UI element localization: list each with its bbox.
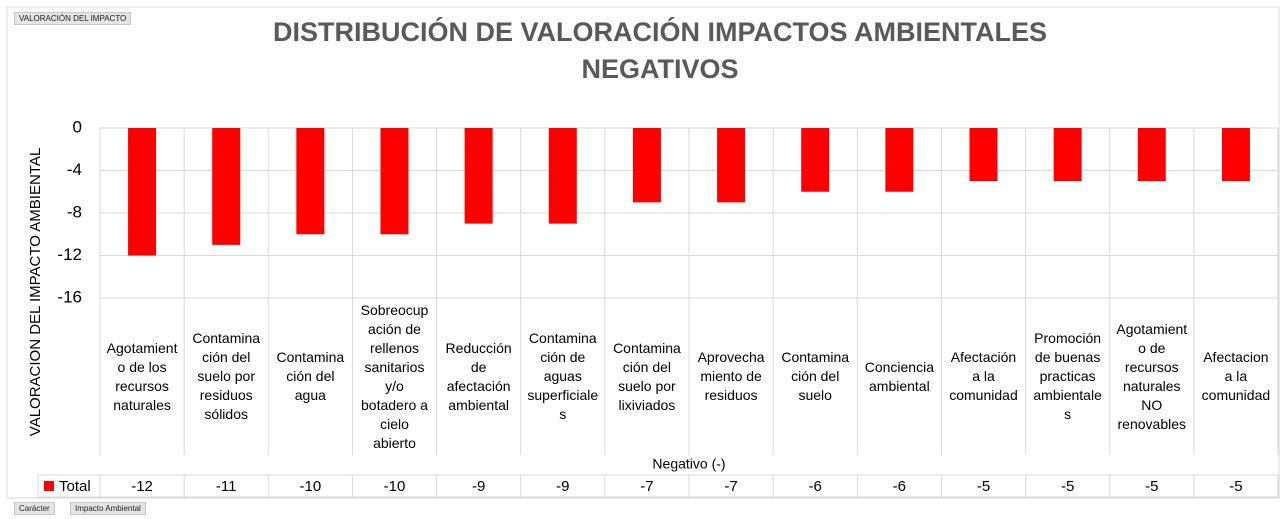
x-tick-label: Contaminación del suelo [781,349,850,403]
bar [464,128,493,224]
bar [801,128,830,192]
y-tick-label: -4 [67,160,82,179]
table-value: -5 [1145,478,1158,495]
bar [969,128,998,182]
bar [128,128,157,256]
chart-title: DISTRIBUCIÓN DE VALORACIÓN IMPACTOS AMBI… [272,17,1047,84]
bar [1053,128,1082,182]
table-value: -5 [977,478,990,495]
x-tick-label: Aprovechamiento de residuos [697,349,765,403]
bar [717,128,746,203]
x-tick-label: Contaminación del suelo por lixiviados [613,339,681,413]
x-tick-label: Sobreocupación de rellenos sanitarios y/… [360,301,429,451]
table-value: -5 [1061,478,1074,495]
x-tick-label: Contaminación del suelo por residuos sól… [192,330,261,422]
table-value: -7 [640,478,653,495]
bar [885,128,914,192]
x-tick-label: Contaminación de aguas superficiales [527,330,599,422]
field-button[interactable]: Carácter [14,502,55,515]
table-value: -10 [384,478,406,495]
bar [380,128,409,235]
field-button[interactable]: Impacto Ambiental [70,502,146,515]
x-tick-label: Agotamiento de recursos naturales NO ren… [1116,320,1188,432]
bar [296,128,325,235]
bar [212,128,241,245]
table-value: -6 [809,478,822,495]
x-tick-label: Afectacion a la comunidad [1201,349,1271,403]
y-tick-label: -8 [67,202,82,221]
table-value: -7 [724,478,737,495]
legend-swatch [44,481,54,491]
y-tick-label: 0 [73,117,82,136]
table-value: -9 [472,478,485,495]
x-tick-label: Promoción de buenas practicas ambientale… [1033,330,1102,422]
bar [1137,128,1166,182]
table-value: -12 [131,478,153,495]
bar [548,128,577,224]
table-value: -9 [556,478,569,495]
table-value: -11 [216,478,237,495]
x-tick-label: Afectación a la comunidad [949,349,1018,403]
x-tick-label: Reducción de afectación ambiental [445,339,512,413]
x-tick-label: Contaminación del agua [276,349,345,403]
chart-border [6,6,1280,499]
legend-label: Total [59,478,91,495]
table-value: -10 [300,478,322,495]
y-axis-label: VALORACION DEL IMPACTO AMBIENTAL [27,148,44,436]
table-value: -5 [1229,478,1242,495]
filter-button[interactable]: VALORACIÓN DEL IMPACTO [14,12,132,25]
x-axis-label: Negativo (-) [652,456,725,472]
bar [632,128,661,203]
table-value: -6 [893,478,906,495]
x-tick-label: Conciencia ambiental [864,358,934,394]
x-tick-label: Agotamiento de los recursos naturales [106,339,178,413]
bar [1221,128,1250,182]
y-tick-label: -16 [57,287,82,306]
y-tick-label: -12 [57,245,82,264]
